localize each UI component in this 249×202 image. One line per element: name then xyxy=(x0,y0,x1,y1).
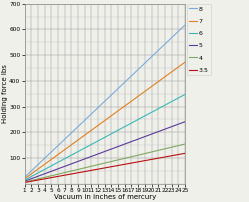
3.5 xyxy=(24,181,27,184)
4 xyxy=(121,158,124,160)
3.5 xyxy=(158,157,161,159)
4 xyxy=(23,181,26,183)
8 xyxy=(118,86,121,88)
7 xyxy=(24,177,27,180)
5 xyxy=(23,180,26,182)
X-axis label: Vacuum in inches of mercury: Vacuum in inches of mercury xyxy=(54,194,156,200)
7 xyxy=(184,61,187,63)
8 xyxy=(184,24,187,26)
6 xyxy=(169,101,172,104)
3.5 xyxy=(169,155,172,157)
Legend: 8, 7, 6, 5, 4, 3.5: 8, 7, 6, 5, 4, 3.5 xyxy=(187,4,211,75)
7 xyxy=(169,72,172,74)
Line: 6: 6 xyxy=(25,95,185,180)
5 xyxy=(119,145,122,147)
6 xyxy=(23,179,26,181)
3.5 xyxy=(121,163,124,166)
4 xyxy=(24,181,27,183)
4 xyxy=(119,158,122,161)
4 xyxy=(118,158,121,161)
Line: 4: 4 xyxy=(25,144,185,182)
5 xyxy=(24,180,27,182)
8 xyxy=(158,48,161,50)
8 xyxy=(23,176,26,179)
7 xyxy=(23,178,26,180)
5 xyxy=(158,130,161,132)
6 xyxy=(158,107,161,109)
5 xyxy=(121,144,124,146)
Y-axis label: Holding force lbs: Holding force lbs xyxy=(2,64,8,123)
4 xyxy=(158,149,161,151)
7 xyxy=(121,106,124,109)
6 xyxy=(118,128,121,131)
7 xyxy=(158,79,161,82)
3.5 xyxy=(119,164,122,166)
8 xyxy=(121,83,124,85)
Line: 8: 8 xyxy=(25,25,185,177)
3.5 xyxy=(23,181,26,184)
3.5 xyxy=(118,164,121,166)
5 xyxy=(118,145,121,147)
Line: 5: 5 xyxy=(25,122,185,181)
5 xyxy=(169,126,172,128)
6 xyxy=(119,128,122,130)
7 xyxy=(118,109,121,111)
Line: 3.5: 3.5 xyxy=(25,153,185,182)
8 xyxy=(119,85,122,88)
7 xyxy=(119,108,122,111)
6 xyxy=(24,179,27,181)
8 xyxy=(24,176,27,178)
3.5 xyxy=(184,152,187,155)
4 xyxy=(169,146,172,149)
8 xyxy=(169,38,172,40)
4 xyxy=(184,143,187,145)
6 xyxy=(184,93,187,96)
6 xyxy=(121,126,124,129)
Line: 7: 7 xyxy=(25,62,185,179)
5 xyxy=(184,121,187,123)
